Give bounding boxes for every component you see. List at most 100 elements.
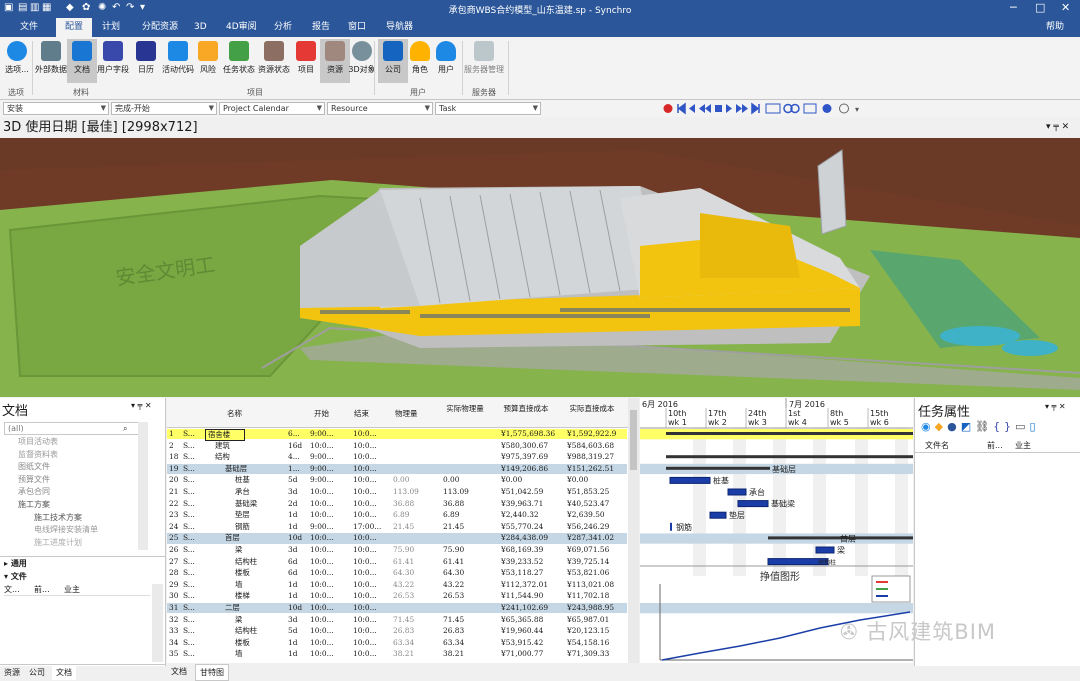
task-select[interactable]: Task ▼: [435, 102, 541, 115]
documents-button[interactable]: 文档: [67, 39, 97, 83]
play-icon[interactable]: [726, 104, 732, 113]
menu-assign-resources[interactable]: 分配资源: [142, 22, 179, 32]
tab-companies[interactable]: 公司: [29, 668, 45, 677]
tab-docs-view[interactable]: 文档: [171, 667, 187, 676]
menu-plan[interactable]: 计划: [102, 22, 121, 32]
menu-navigator[interactable]: 导航器: [386, 22, 414, 32]
resource-select[interactable]: Resource ▼: [327, 102, 433, 115]
table-row[interactable]: 19 S... 基础层 1... 9:00... 10:0... ¥149,206.86 ¥1…: [167, 463, 627, 475]
table-row[interactable]: 20 S... 桩基 5d 9:00... 10:0... 0.00 0.00 ¥0.00 ¥0.…: [167, 475, 627, 485]
pane-pin-icon[interactable]: ▾ ╤ ✕: [131, 401, 152, 410]
doc-search-input[interactable]: (all) ⌕: [4, 422, 139, 435]
tree-item[interactable]: 预算文件: [18, 474, 50, 484]
table-row[interactable]: 35 S... 墙 1d 10:0... 10:0... 38.21 38.21 ¥71,000…: [167, 649, 627, 659]
resource-status-button[interactable]: 资源状态: [258, 39, 290, 83]
link-icon[interactable]: ⛓: [975, 420, 994, 433]
tree-item[interactable]: 施工技术方案: [34, 512, 82, 522]
pane-pin-icon[interactable]: ▾ ╤ ✕: [1045, 402, 1066, 411]
col-budget-cost[interactable]: 预算直接成本: [503, 404, 549, 413]
server-admin-button[interactable]: 服务器管理: [464, 39, 504, 83]
video-icon[interactable]: [803, 103, 817, 114]
tab-resources[interactable]: 资源: [4, 668, 20, 677]
col-name[interactable]: 名称: [227, 409, 242, 418]
info-icon[interactable]: ◉: [921, 420, 935, 433]
customize-icon[interactable]: ▾: [140, 2, 146, 13]
col-actual-qty[interactable]: 实际物理量: [446, 404, 484, 413]
table-row[interactable]: 21 S... 承台 3d 10:0... 10:0... 113.09 113.09 ¥51,…: [167, 487, 627, 497]
new-file-icon[interactable]: ▤: [18, 2, 28, 13]
help-menu[interactable]: 帮助: [1046, 22, 1065, 32]
table-row[interactable]: 1 S... 宿舍楼 6... 9:00... 10:0... ¥1,575,698.36 ¥…: [167, 429, 627, 442]
minimize-button[interactable]: ─: [1010, 1, 1017, 14]
section-files[interactable]: ▾ 文件: [4, 572, 27, 581]
resource-icon[interactable]: ◆: [934, 420, 948, 433]
settings-icon[interactable]: ✺: [98, 2, 107, 13]
open-icon[interactable]: ▥: [30, 2, 40, 13]
table-row[interactable]: 28 S... 楼板 6d 10:0... 10:0... 64.30 64.30 ¥53,11…: [167, 568, 627, 578]
document-icon[interactable]: ▯: [1029, 420, 1040, 433]
playback-controls[interactable]: ▾: [662, 102, 862, 115]
undo-icon[interactable]: ↶: [112, 2, 121, 13]
tab-documents[interactable]: 文档: [52, 665, 76, 680]
search-icon[interactable]: ⌕: [123, 424, 128, 433]
col-actual-cost[interactable]: 实际直接成本: [569, 404, 615, 413]
company-button[interactable]: 公司: [378, 39, 408, 83]
table-row[interactable]: 22 S... 基础梁 2d 10:0... 10:0... 36.88 36.88 ¥39,9…: [167, 499, 627, 509]
tree-item[interactable]: 监督资料表: [18, 449, 58, 459]
maximize-button[interactable]: □: [1035, 1, 1046, 14]
menu-report[interactable]: 报告: [312, 22, 331, 32]
pin-icon[interactable]: ▾ ╤ ✕: [1046, 122, 1070, 132]
table-row[interactable]: 30 S... 楼梯 1d 10:0... 10:0... 26.53 26.53 ¥11,54…: [167, 591, 627, 601]
chart-icon[interactable]: ◩: [960, 420, 976, 433]
calendar-button[interactable]: 日历: [131, 39, 161, 83]
gantt-chart[interactable]: 6月 2016 7月 2016 10th wk 1 17th wk 2 24th wk 3 1s…: [640, 398, 913, 663]
sync-icon[interactable]: ✿: [82, 2, 91, 13]
clock-icon[interactable]: [839, 103, 849, 114]
table-row[interactable]: 31 S... 二层 10d 10:0... 10:0... ¥241,102.69 ¥243…: [167, 603, 627, 614]
table-row[interactable]: 27 S... 结构柱 6d 10:0... 10:0... 61.41 61.41 ¥39,2…: [167, 557, 627, 567]
col-qty[interactable]: 物理量: [395, 409, 418, 418]
project-button[interactable]: 项目: [291, 39, 321, 83]
activity-type-select[interactable]: 安装 ▼: [3, 102, 109, 115]
section-general[interactable]: ▸ 通用: [4, 559, 27, 568]
table-row[interactable]: 34 S... 楼板 1d 10:0... 10:0... 63.34 63.34 ¥53,91…: [167, 638, 627, 648]
user-fields-button[interactable]: 用户字段: [97, 39, 129, 83]
menu-4d-review[interactable]: 4D审阅: [226, 22, 257, 32]
tree-scrollbar[interactable]: [138, 422, 148, 550]
link-icon[interactable]: [783, 103, 793, 114]
table-row[interactable]: 26 S... 梁 3d 10:0... 10:0... 75.90 75.90 ¥68,169…: [167, 545, 627, 555]
menu-config[interactable]: 配置: [56, 18, 92, 37]
stop-icon[interactable]: [715, 105, 722, 112]
activity-codes-button[interactable]: 活动代码: [162, 39, 194, 83]
doc-tree[interactable]: 项目活动表 监督资料表 图纸文件 预算文件 承包合同 施工方案 施工技术方案 电…: [6, 436, 136, 554]
menu-window[interactable]: 窗口: [348, 22, 367, 32]
camera-icon[interactable]: [765, 103, 781, 114]
go-to-start-icon[interactable]: [677, 102, 686, 115]
table-row[interactable]: 24 S... 钢筋 1d 9:00... 17:00... 21.45 21.45 ¥55,7…: [167, 522, 627, 532]
cloud-icon[interactable]: ◆: [66, 2, 74, 13]
moon-icon[interactable]: [822, 104, 832, 113]
rewind-icon[interactable]: [699, 104, 711, 113]
tree-item[interactable]: 电线焊接安装清单: [34, 525, 98, 535]
table-row[interactable]: 2 S... 建筑 16d 10:0... 10:0... ¥580,300.67 ¥584,…: [167, 441, 627, 451]
col-start[interactable]: 开始: [314, 409, 329, 418]
step-back-icon[interactable]: [689, 104, 695, 113]
table-row[interactable]: 25 S... 首层 10d 10:0... 10:0... ¥284,438.09 ¥287…: [167, 533, 627, 544]
tree-item[interactable]: 施工进度计划: [34, 537, 82, 547]
task-grid[interactable]: 名称 开始 结束 物理量 实际物理量 预算直接成本 实际直接成本 1 S... 宿舍…: [167, 398, 639, 663]
overflow-icon[interactable]: ▾: [855, 105, 859, 114]
risk-button[interactable]: 风险: [193, 39, 223, 83]
task-status-button[interactable]: 任务状态: [223, 39, 255, 83]
close-button[interactable]: ✕: [1061, 1, 1071, 14]
relationship-type-select[interactable]: 完成-开始 ▼: [111, 102, 217, 115]
go-to-end-icon[interactable]: [751, 102, 760, 115]
tab-gantt[interactable]: 甘特图: [195, 664, 229, 681]
roles-button[interactable]: 角色: [405, 39, 435, 83]
globe-icon[interactable]: ●: [947, 420, 961, 433]
file-scrollbar[interactable]: [152, 584, 163, 662]
comment-icon[interactable]: ▭: [1015, 420, 1030, 433]
table-row[interactable]: 23 S... 垫层 1d 10:0... 10:0... 6.89 6.89 ¥2,440.3…: [167, 510, 627, 520]
table-row[interactable]: 29 S... 墙 1d 10:0... 10:0... 43.22 43.22 ¥112,37…: [167, 580, 627, 590]
table-row[interactable]: 33 S... 结构柱 5d 10:0... 10:0... 26.83 26.83 ¥19,9…: [167, 626, 627, 636]
